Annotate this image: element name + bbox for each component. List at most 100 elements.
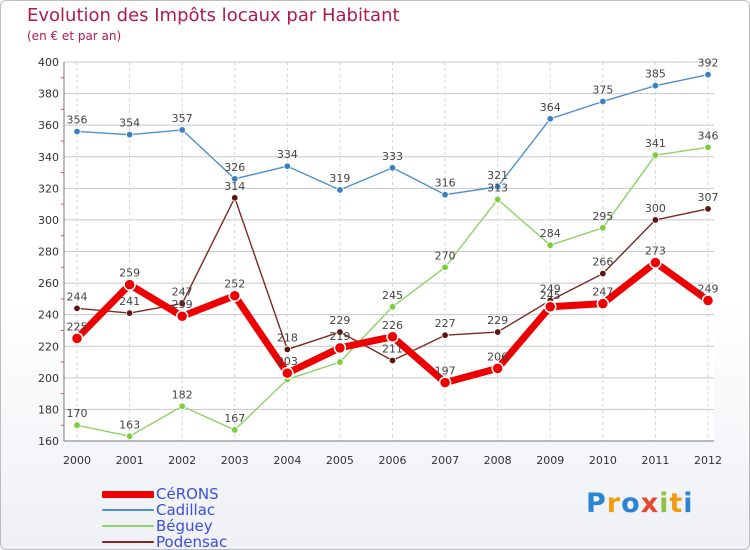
legend-label: CéRONS	[156, 485, 219, 503]
data-label-podensac: 218	[277, 331, 298, 344]
y-tick-label: 220	[38, 340, 59, 353]
data-label-cerons: 273	[645, 245, 666, 258]
data-point-podensac	[651, 216, 660, 224]
data-point-podensac	[441, 331, 449, 339]
data-point-beguey	[73, 421, 81, 429]
y-tick-label: 360	[38, 119, 59, 132]
legend-swatch	[102, 525, 154, 527]
y-tick-label: 300	[38, 214, 59, 227]
data-label-cadillac: 319	[329, 172, 350, 185]
data-label-beguey: 284	[540, 227, 561, 240]
data-label-cerons: 206	[487, 350, 508, 363]
y-tick-label: 200	[38, 372, 59, 385]
data-point-podensac	[73, 304, 81, 313]
data-label-beguey: 170	[67, 407, 88, 420]
data-point-podensac	[336, 328, 344, 336]
data-point-cadillac	[493, 183, 502, 191]
legend-item: CéRONS	[102, 486, 227, 502]
data-point-cerons	[386, 330, 399, 344]
data-point-cadillac	[704, 70, 712, 79]
data-label-cadillac: 375	[592, 83, 613, 96]
x-tick-label: 2009	[536, 454, 564, 467]
legend-label: Cadillac	[156, 501, 216, 519]
data-label-podensac: 211	[382, 342, 403, 355]
y-tick-label: 280	[38, 246, 59, 259]
chart-title: Evolution des Impôts locaux par Habitant	[27, 5, 400, 26]
data-point-cadillac	[546, 115, 554, 123]
data-label-podensac: 227	[435, 317, 456, 330]
x-tick-label: 2003	[221, 454, 249, 467]
data-label-beguey: 295	[592, 210, 613, 223]
legend-label: Podensac	[156, 533, 228, 550]
data-label-cerons: 219	[329, 330, 350, 343]
data-label-cadillac: 364	[540, 101, 561, 114]
data-point-podensac	[388, 356, 397, 365]
y-tick-label: 320	[38, 182, 59, 195]
data-label-podensac: 241	[119, 295, 140, 308]
chart-subtitle: (en € et par an)	[27, 29, 122, 43]
data-label-podensac: 314	[224, 180, 245, 193]
data-point-cerons	[333, 341, 347, 355]
y-tick-label: 340	[38, 151, 59, 164]
data-point-cerons	[491, 362, 504, 375]
x-tick-label: 2006	[379, 454, 407, 467]
legend-label: Béguey	[156, 517, 213, 535]
logo-letter: i	[659, 488, 670, 519]
x-tick-label: 2001	[116, 454, 144, 467]
data-label-podensac: 229	[487, 314, 508, 327]
logo-letter: t	[669, 488, 684, 519]
data-point-beguey	[704, 143, 712, 151]
data-label-cadillac: 321	[487, 169, 508, 182]
x-tick-label: 2008	[484, 454, 512, 467]
data-label-cerons: 239	[172, 298, 193, 311]
data-point-podensac	[283, 345, 292, 354]
data-point-cadillac	[599, 97, 607, 106]
data-point-beguey	[441, 263, 449, 271]
data-label-podensac: 244	[67, 290, 88, 303]
data-label-beguey: 313	[487, 181, 508, 194]
data-label-beguey: 182	[172, 388, 193, 401]
data-point-cadillac	[336, 186, 344, 194]
data-label-cadillac: 334	[277, 148, 298, 161]
x-tick-label: 2005	[326, 454, 354, 467]
data-point-cerons	[438, 376, 452, 389]
data-point-cerons	[649, 256, 662, 269]
proxiti-logo: Proxiti	[586, 488, 694, 519]
data-point-podensac	[493, 328, 502, 336]
data-label-beguey: 167	[224, 412, 245, 425]
data-label-cadillac: 333	[382, 150, 403, 163]
data-point-cadillac	[231, 175, 239, 183]
data-label-cadillac: 357	[172, 112, 193, 125]
data-point-podensac	[231, 194, 239, 202]
y-tick-label: 240	[38, 309, 59, 322]
x-tick-label: 2004	[273, 454, 301, 467]
data-point-cerons	[596, 297, 610, 310]
data-label-cadillac: 392	[698, 57, 719, 70]
data-label-podensac: 266	[592, 256, 613, 269]
data-point-cerons	[228, 289, 241, 302]
data-point-beguey	[546, 241, 554, 249]
data-label-cadillac: 354	[119, 117, 140, 130]
data-label-beguey: 270	[435, 249, 456, 262]
data-label-podensac: 307	[698, 191, 719, 204]
data-label-cerons: 225	[67, 320, 88, 333]
logo-letter: x	[640, 488, 660, 519]
data-point-beguey	[651, 151, 660, 159]
data-label-beguey: 346	[698, 129, 719, 142]
x-tick-label: 2012	[694, 454, 722, 467]
logo-letter: P	[586, 488, 607, 519]
data-point-cerons	[281, 366, 294, 380]
y-tick-label: 260	[38, 277, 59, 290]
y-tick-label: 400	[38, 56, 59, 69]
data-point-cadillac	[283, 162, 292, 170]
data-label-cadillac: 356	[67, 113, 88, 126]
data-point-cerons	[123, 278, 136, 291]
logo-letter: i	[683, 488, 694, 519]
x-tick-label: 2011	[641, 454, 669, 467]
data-label-cerons: 259	[119, 267, 140, 280]
legend-swatch	[102, 490, 154, 498]
logo-letter: o	[621, 488, 641, 519]
x-tick-label: 2000	[63, 454, 91, 467]
